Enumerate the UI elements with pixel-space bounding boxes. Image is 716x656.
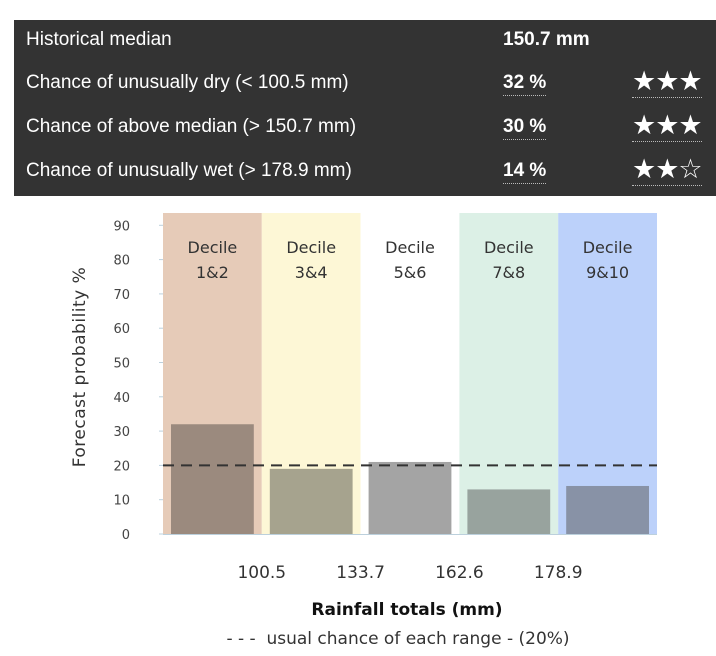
y-tick-label: 50 xyxy=(113,357,130,372)
summary-value[interactable]: 14 % xyxy=(503,160,547,184)
decile-range-label: 1&2 xyxy=(196,263,229,282)
probability-bar xyxy=(171,424,254,534)
x-boundary-label: 178.9 xyxy=(534,563,583,583)
probability-bar xyxy=(269,468,353,534)
x-boundary-label: 133.7 xyxy=(336,563,385,583)
summary-value: 150.7 mm xyxy=(503,29,590,50)
summary-label: Chance of unusually dry (< 100.5 mm) xyxy=(26,72,349,93)
probability-bar xyxy=(368,461,452,534)
confidence-stars-icon[interactable]: ★★★ xyxy=(632,66,703,98)
summary-value[interactable]: 32 % xyxy=(503,72,547,96)
decile-label: Decile xyxy=(286,238,336,257)
summary-label: Historical median xyxy=(26,29,172,50)
decile-label: Decile xyxy=(583,238,633,257)
y-tick-label: 70 xyxy=(113,288,130,303)
y-tick-label: 0 xyxy=(122,528,130,543)
summary-value[interactable]: 30 % xyxy=(503,116,547,140)
summary-label: Chance of above median (> 150.7 mm) xyxy=(26,116,357,137)
probability-bar xyxy=(467,489,551,534)
y-tick-label: 40 xyxy=(113,391,130,406)
confidence-stars-icon[interactable]: ★★☆ xyxy=(632,154,703,186)
y-tick-label: 90 xyxy=(113,219,130,234)
summary-label: Chance of unusually wet (> 178.9 mm) xyxy=(26,160,352,181)
reference-line-legend: - - - usual chance of each range - (20%) xyxy=(226,629,569,649)
summary-row-median: Historical median 150.7 mm xyxy=(14,20,716,60)
y-tick-label: 20 xyxy=(113,459,130,474)
decile-band xyxy=(558,213,657,534)
y-tick-label: 30 xyxy=(113,425,130,440)
y-tick-label: 10 xyxy=(113,494,130,509)
y-axis-title: Forecast probability % xyxy=(70,267,90,468)
decile-range-label: 7&8 xyxy=(492,263,525,282)
decile-label: Decile xyxy=(188,238,238,257)
forecast-summary-panel: Historical median 150.7 mm Chance of unu… xyxy=(14,20,716,196)
summary-row-dry: Chance of unusually dry (< 100.5 mm) 32 … xyxy=(14,63,716,103)
decile-label: Decile xyxy=(484,238,534,257)
summary-row-above-median: Chance of above median (> 150.7 mm) 30 %… xyxy=(14,107,716,147)
x-boundary-label: 100.5 xyxy=(237,563,286,583)
y-tick-label: 60 xyxy=(113,322,130,337)
x-axis-title: Rainfall totals (mm) xyxy=(311,600,502,620)
decile-range-label: 9&10 xyxy=(586,263,629,282)
decile-label: Decile xyxy=(385,238,435,257)
y-tick-label: 80 xyxy=(113,254,130,269)
decile-band xyxy=(459,213,559,534)
probability-bar xyxy=(566,485,649,534)
decile-range-label: 5&6 xyxy=(394,263,427,282)
summary-row-wet: Chance of unusually wet (> 178.9 mm) 14 … xyxy=(14,151,716,191)
confidence-stars-icon[interactable]: ★★★ xyxy=(632,110,703,142)
decile-range-label: 3&4 xyxy=(295,263,328,282)
x-boundary-label: 162.6 xyxy=(435,563,484,583)
